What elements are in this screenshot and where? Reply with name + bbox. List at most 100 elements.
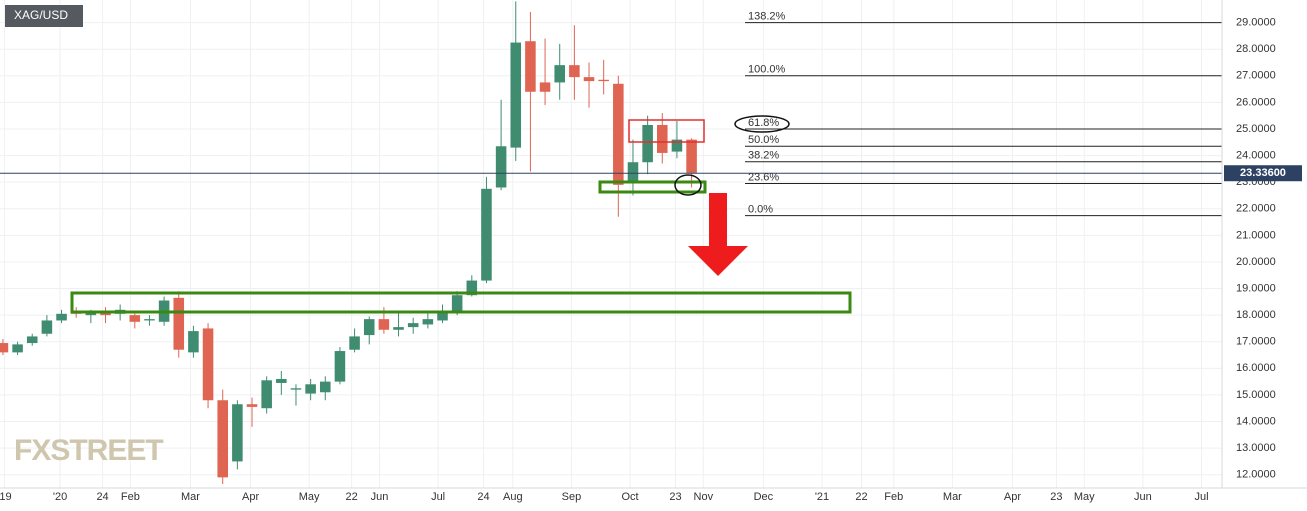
y-tick-label: 16.0000: [1236, 362, 1276, 374]
last-price-label: 23.33600: [1240, 167, 1286, 179]
candle-body: [642, 124, 653, 163]
y-tick-label: 14.0000: [1236, 415, 1276, 427]
candle-body: [422, 319, 434, 325]
candle-body: [334, 351, 346, 382]
candle-body: [144, 319, 155, 321]
candle-body: [305, 384, 316, 394]
candle-body: [85, 312, 97, 316]
x-tick-label: Aug: [503, 491, 523, 503]
highlight-circle: [734, 115, 790, 133]
candle-body: [437, 312, 448, 321]
candle-body: [261, 380, 272, 409]
x-tick-label: 24: [477, 491, 489, 503]
y-tick-label: 21.0000: [1236, 229, 1276, 241]
x-tick-label: Nov: [694, 491, 714, 503]
symbol-box: [5, 5, 83, 27]
overlay: 12.0000 13.0000 14.0000 15.0000 16.0000 17.00…: [0, 11, 1302, 503]
y-tick-label: 26.0000: [1236, 96, 1276, 108]
candle-body: [466, 280, 478, 296]
x-tick-label: Apr: [242, 491, 259, 503]
candle-body: [173, 297, 185, 350]
fib-label: 100.0%: [748, 64, 786, 76]
symbol: XAG/USD: [14, 8, 68, 22]
candle-body: [246, 404, 258, 407]
candle-body: [393, 327, 404, 330]
candle-body: [481, 188, 492, 281]
support-zone: [598, 180, 707, 194]
fib-label: 138.2%: [748, 11, 786, 23]
candle-body: [657, 124, 668, 153]
x-tick-label: Oct: [621, 491, 638, 503]
candle-body: [598, 79, 609, 82]
y-tick-label: 27.0000: [1236, 70, 1276, 82]
highlight-circle: [674, 174, 702, 196]
candle-body: [378, 319, 390, 330]
last-price-box: [1224, 165, 1302, 182]
candle-body: [510, 42, 522, 148]
support-zone: [70, 291, 852, 314]
candle-body: [525, 41, 536, 92]
candle-body: [686, 139, 697, 173]
y-tick-label: 22.0000: [1236, 203, 1276, 215]
x-tick-label: Feb: [884, 491, 903, 503]
candle-body: [539, 82, 551, 92]
x-tick-label: '21: [815, 491, 829, 503]
candle-body: [129, 315, 141, 322]
candle-body: [451, 295, 463, 313]
x-tick-label: May: [1074, 491, 1095, 503]
candle-body: [583, 77, 595, 82]
candle-body: [613, 83, 624, 185]
fib-label: 38.2%: [748, 150, 779, 162]
x-tick-label: 23: [669, 491, 681, 503]
candle-body: [554, 65, 565, 83]
fib-label: 0.0%: [748, 204, 773, 216]
x-tick-label: Jun: [1134, 491, 1152, 503]
fib-label: 50.0%: [748, 134, 779, 146]
candle-body: [671, 139, 683, 152]
x-tick-label: 23: [1050, 491, 1062, 503]
x-tick-label: Jul: [431, 491, 445, 503]
y-tick-label: 25.0000: [1236, 123, 1276, 135]
x-tick-label: '20: [53, 491, 67, 503]
candle-body: [100, 312, 111, 316]
x-tick-label: Mar: [181, 491, 200, 503]
candle-body: [232, 404, 243, 462]
candle-body: [276, 378, 287, 383]
candle-body: [217, 400, 228, 478]
candle-body: [407, 323, 419, 328]
candle-body: [41, 320, 53, 334]
x-tick-label: 22: [346, 491, 358, 503]
x-tick-label: Feb: [121, 491, 140, 503]
y-tick-label: 17.0000: [1236, 336, 1276, 348]
watermark: FXSTREET: [14, 434, 163, 467]
candle-body: [0, 343, 9, 353]
y-tick-label: 19.0000: [1236, 282, 1276, 294]
x-tick-label: Dec: [754, 491, 774, 503]
x-tick-label: Jun: [371, 491, 389, 503]
y-tick-label: 29.0000: [1236, 17, 1276, 29]
y-tick-label: 24.0000: [1236, 149, 1276, 161]
candle-body: [349, 336, 360, 350]
y-tick-label: 28.0000: [1236, 43, 1276, 55]
x-tick-label: May: [299, 491, 320, 503]
y-tick-label: 12.0000: [1236, 469, 1276, 481]
candle-body: [188, 331, 199, 353]
fib-label: 61.8%: [748, 117, 779, 129]
x-tick-label: '19: [0, 491, 12, 503]
x-tick-label: Sep: [562, 491, 582, 503]
candle-body: [495, 146, 507, 188]
y-tick-label: 15.0000: [1236, 389, 1276, 401]
x-tick-label: Mar: [943, 491, 962, 503]
x-tick-label: 24: [96, 491, 108, 503]
y-tick-label: 13.0000: [1236, 442, 1276, 454]
candle-body: [12, 344, 23, 353]
candle-body: [569, 65, 580, 78]
fib-label: 23.6%: [748, 171, 779, 183]
down-arrow: [688, 193, 748, 276]
candle-body: [202, 328, 214, 401]
x-tick-label: Apr: [1004, 491, 1021, 503]
candle-body: [320, 381, 331, 393]
candle-body: [290, 388, 302, 390]
